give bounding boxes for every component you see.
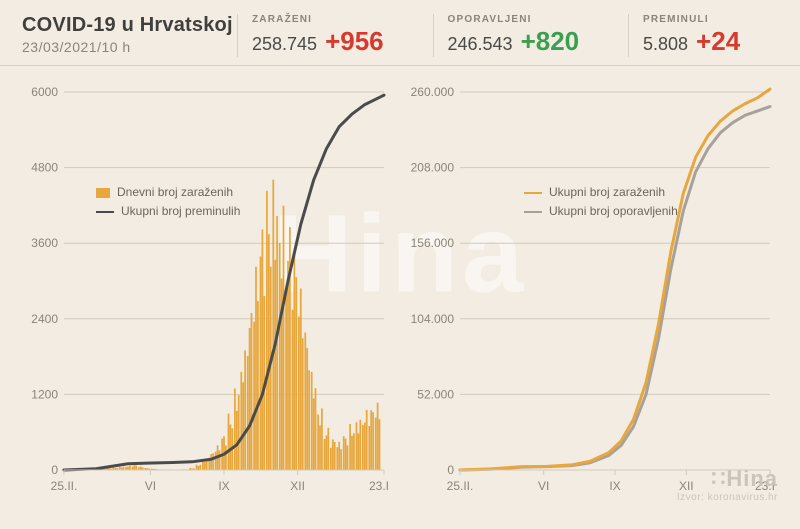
svg-text:3600: 3600 — [31, 236, 58, 250]
stat-label: ZARAŽENI — [252, 14, 312, 25]
svg-text:156.000: 156.000 — [411, 236, 455, 250]
stat-label: OPORAVLJENI — [448, 14, 532, 25]
stat-preminuli: PREMINULI 5.808 +24 — [628, 14, 778, 57]
svg-text:IX: IX — [218, 479, 229, 493]
chart-daily-deaths: 0 1200 2400 3600 4800 6000 25.II. VI IX XII 23.III… — [18, 78, 396, 508]
svg-text:52.000: 52.000 — [417, 387, 454, 401]
header: COVID-19 u Hrvatskoj 23/03/2021/10 h ZAR… — [0, 0, 800, 66]
svg-text:260.000: 260.000 — [411, 85, 455, 99]
chart-cumulative: 0 52.000 104.000 156.000 208.000 260.000 25.II… — [404, 78, 782, 508]
svg-text:25.II.: 25.II. — [51, 479, 78, 493]
svg-text:VI: VI — [538, 479, 549, 493]
svg-text:23.III.: 23.III. — [369, 479, 390, 493]
stats-row: ZARAŽENI 258.745 +956 OPORAVLJENI 246.54… — [237, 14, 778, 57]
stat-zaraženi: ZARAŽENI 258.745 +956 — [237, 14, 433, 57]
charts-row: 0 1200 2400 3600 4800 6000 25.II. VI IX XII 23.III… — [0, 66, 800, 516]
svg-text:2400: 2400 — [31, 312, 58, 326]
legend-swatch — [524, 192, 542, 194]
stat-total: 246.543 — [448, 34, 513, 55]
svg-text:25.II.: 25.II. — [447, 479, 474, 493]
page-title: COVID-19 u Hrvatskoj — [22, 14, 237, 37]
svg-text:4800: 4800 — [31, 161, 58, 175]
chart-legend: Ukupni broj zaraženihUkupni broj oporavl… — [524, 183, 678, 221]
stat-delta: +820 — [521, 26, 580, 57]
legend-swatch — [96, 211, 114, 213]
svg-text:6000: 6000 — [31, 85, 58, 99]
svg-text:1200: 1200 — [31, 387, 58, 401]
stat-total: 258.745 — [252, 34, 317, 55]
legend-label: Dnevni broj zaraženih — [117, 183, 233, 202]
svg-text:VI: VI — [145, 479, 156, 493]
stat-delta: +956 — [325, 26, 384, 57]
stat-total: 5.808 — [643, 34, 688, 55]
svg-text:IX: IX — [609, 479, 620, 493]
svg-text:104.000: 104.000 — [411, 312, 455, 326]
svg-text:23.III.: 23.III. — [755, 479, 776, 493]
title-block: COVID-19 u Hrvatskoj 23/03/2021/10 h — [22, 14, 237, 55]
stat-delta: +24 — [696, 26, 740, 57]
legend-swatch — [96, 188, 110, 198]
chart-legend: Dnevni broj zaraženihUkupni broj preminu… — [96, 183, 240, 221]
legend-label: Ukupni broj oporavljenih — [549, 202, 678, 221]
legend-label: Ukupni broj zaraženih — [549, 183, 665, 202]
svg-text:XII: XII — [290, 479, 305, 493]
svg-text:208.000: 208.000 — [411, 161, 455, 175]
svg-text:XII: XII — [679, 479, 694, 493]
stat-label: PREMINULI — [643, 14, 709, 25]
page-subtitle: 23/03/2021/10 h — [22, 39, 237, 55]
stat-oporavljeni: OPORAVLJENI 246.543 +820 — [433, 14, 629, 57]
legend-label: Ukupni broj preminulih — [121, 202, 240, 221]
svg-text:0: 0 — [447, 463, 454, 477]
svg-text:0: 0 — [51, 463, 58, 477]
legend-swatch — [524, 211, 542, 213]
